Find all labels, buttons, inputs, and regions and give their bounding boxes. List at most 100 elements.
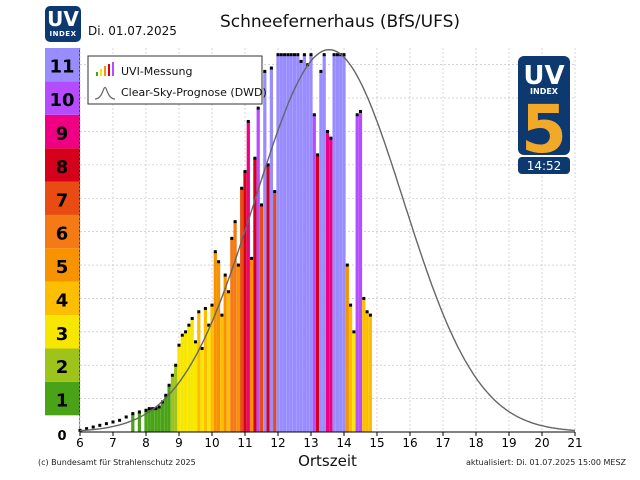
x-tick-label: 12 [270, 436, 285, 450]
measurement-point [368, 313, 372, 317]
measurement-point [345, 263, 349, 267]
uvi-scale-label: 11 [49, 57, 74, 78]
measurement-point [213, 250, 217, 254]
measurement-bar [269, 68, 274, 432]
uvi-scale-band [45, 81, 80, 115]
measurement-bar [266, 164, 270, 432]
measurement-bar [352, 331, 356, 432]
measurement-point [263, 69, 267, 73]
measurement-point [220, 313, 224, 317]
measurement-point [243, 170, 247, 174]
measurement-bar [286, 54, 290, 433]
measurement-bar [256, 108, 260, 433]
measurement-point [187, 323, 191, 327]
uvi-scale-band [45, 348, 80, 382]
measurement-point [289, 53, 293, 57]
measurement-point [154, 407, 158, 411]
measurement-point [283, 53, 287, 57]
forecast-line [79, 48, 576, 432]
measurement-bar [315, 154, 320, 432]
measurement-bar [365, 311, 369, 432]
measurement-bar [131, 413, 135, 432]
x-tick-label: 11 [237, 436, 252, 450]
badge-background [518, 56, 570, 155]
measurement-point [207, 323, 211, 327]
x-axis: 6 7 8 9 10 11 12 13 14 15 16 17 18 19 20 21 [76, 431, 583, 450]
measurement-point [137, 410, 141, 414]
copyright-footer: (c) Bundesamt für Strahlenschutz 2025 [38, 458, 196, 467]
measurement-point [286, 53, 290, 57]
measurement-point [236, 263, 240, 267]
measurement-bar [302, 54, 307, 433]
measurement-bar [358, 111, 363, 432]
x-tick-label: 15 [369, 436, 384, 450]
measurement-bar [150, 408, 155, 432]
x-tick-label: 13 [303, 436, 318, 450]
measurement-bar [319, 71, 323, 433]
measurement-point [299, 59, 303, 63]
measurement-bar [368, 315, 373, 432]
measurement-point [131, 412, 135, 416]
measurement-bar [213, 251, 217, 432]
legend-bar-icon [108, 64, 110, 76]
measurement-bar [117, 420, 122, 432]
measurement-point [104, 422, 108, 426]
measurement-bar [236, 265, 241, 432]
uvi-scale-band [45, 48, 80, 82]
x-tick-label: 21 [567, 436, 582, 450]
measurement-bar [259, 204, 264, 432]
current-uv-badge: UV INDEX 5 14:52 [518, 56, 570, 174]
uvi-scale-band [45, 281, 80, 316]
uvi-scale-band [45, 214, 80, 249]
measurement-point [200, 347, 204, 351]
measurement-point [240, 186, 244, 190]
measurement-point [210, 303, 214, 307]
measurement-bar [177, 345, 181, 432]
uvi-scale-label: 0 [57, 429, 66, 444]
measurement-point [359, 109, 362, 113]
measurement-point [227, 290, 230, 294]
measurement-bar [183, 331, 188, 432]
measurement-point [177, 343, 181, 347]
measurement-bar [249, 258, 254, 432]
measurement-bar [147, 408, 151, 432]
measurement-point [296, 53, 300, 57]
measurement-point [335, 53, 339, 57]
measurement-bar [263, 71, 267, 433]
x-tick-label: 8 [142, 436, 150, 450]
uvi-scale-label: 7 [56, 190, 69, 211]
measurement-point [197, 310, 201, 314]
measurement-bar [226, 291, 231, 432]
x-tick-label: 17 [435, 436, 450, 450]
measurement-bar [329, 138, 333, 432]
x-tick-label: 20 [534, 436, 549, 450]
uv-index-logo: UV INDEX [45, 6, 81, 42]
measurement-bar [170, 375, 175, 432]
measurement-point [194, 340, 197, 344]
measurement-point [332, 53, 336, 57]
measurement-bar [273, 191, 277, 432]
measurement-point [147, 407, 151, 411]
measurement-point [233, 220, 237, 224]
measurement-point [246, 119, 250, 123]
measurement-bar [137, 411, 142, 432]
measurement-point [362, 296, 366, 300]
measurement-point [256, 106, 260, 110]
measurement-bar [160, 401, 165, 432]
legend-bar-icon [96, 72, 98, 76]
measurement-point [124, 415, 128, 419]
measurement-bar [157, 406, 161, 432]
measurement-bar [164, 395, 168, 432]
measurement-bar [243, 171, 247, 432]
measurement-point [174, 363, 178, 367]
measurement-point [266, 163, 270, 167]
measurement-bar [309, 54, 313, 433]
measurement-bar [289, 54, 293, 433]
x-tick-label: 6 [76, 436, 84, 450]
uvi-scale-band [45, 415, 80, 432]
measurement-point [157, 405, 161, 409]
measurement-bar [200, 348, 204, 432]
measurement-point [250, 256, 254, 260]
measurement-point [85, 427, 89, 431]
legend-bar-icon [100, 69, 102, 76]
